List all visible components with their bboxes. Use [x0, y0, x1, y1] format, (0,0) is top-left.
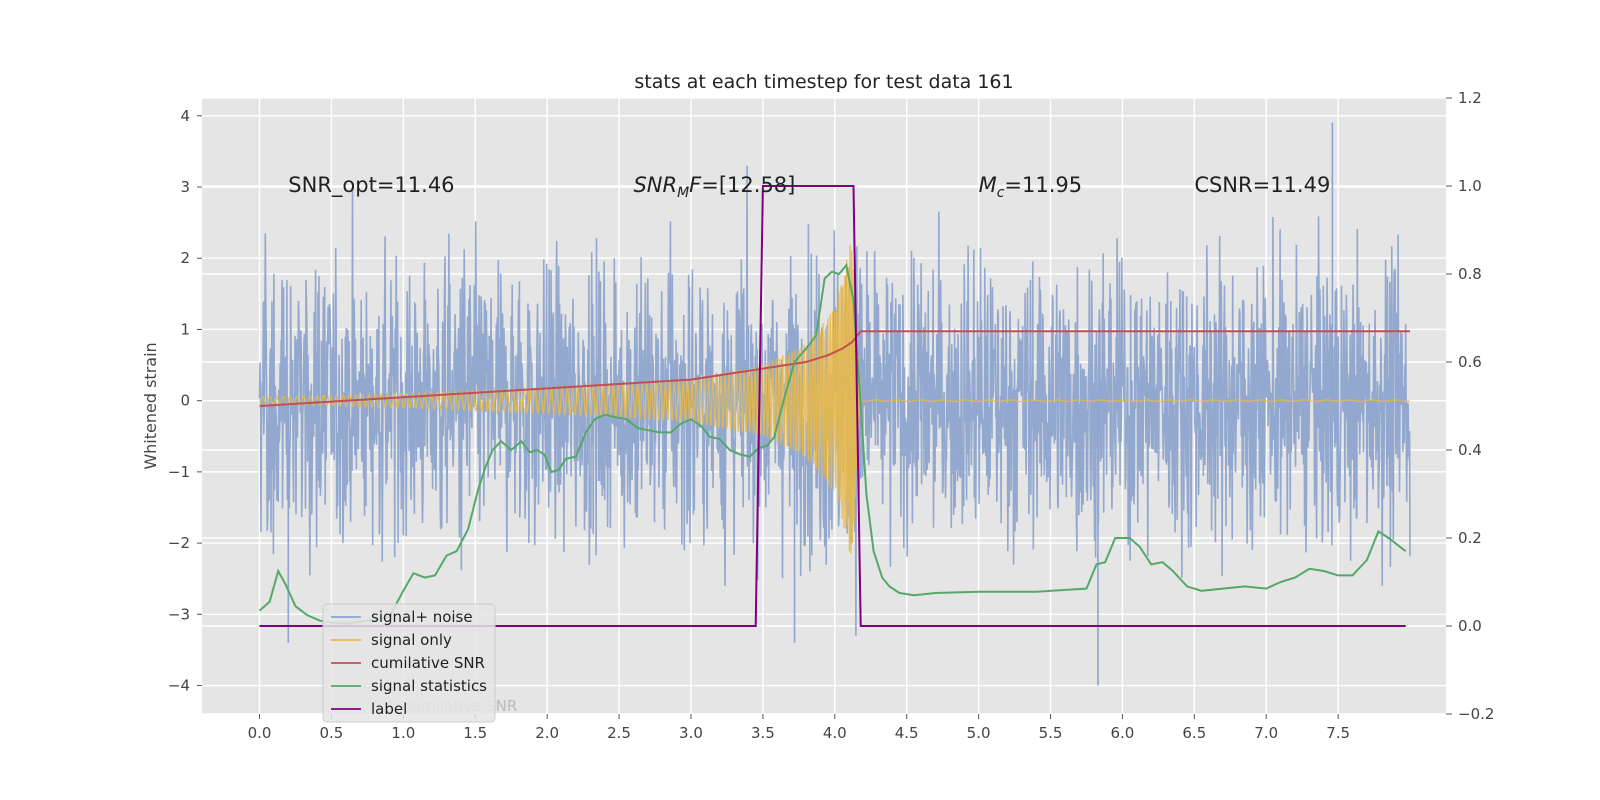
- annotation-3: CSNR=11.49: [1194, 173, 1330, 197]
- x-tick-label: 0.0: [248, 724, 272, 742]
- annotations: SNR_opt=11.46 SNRMF=[12.58] Mc=11.95 CSNR=1…: [288, 173, 1330, 201]
- x-tick-label: 4.0: [823, 724, 847, 742]
- annotation-2: Mc=11.95: [979, 173, 1083, 201]
- y-tick-label: −3: [168, 605, 190, 623]
- y2-tick-label: 1.2: [1458, 89, 1482, 107]
- y2-tick-label: 0.0: [1458, 617, 1482, 635]
- x-tick-label: 7.0: [1254, 724, 1278, 742]
- legend-entry: label: [371, 700, 407, 718]
- y-tick-label: −1: [168, 463, 190, 481]
- x-tick-label: 4.5: [895, 724, 919, 742]
- annotation-italic-f: F: [689, 173, 702, 197]
- x-tick-label: 3.0: [679, 724, 703, 742]
- y2-tick-label: 0.6: [1458, 353, 1482, 371]
- annotation-rest: =11.95: [1004, 173, 1082, 197]
- legend-box: [322, 603, 496, 723]
- series-layer: [258, 122, 1411, 686]
- y2-tick-label: 0.8: [1458, 265, 1482, 283]
- annotation-main: SNR: [633, 173, 677, 197]
- x-tick-label: 3.5: [751, 724, 775, 742]
- signal-statistics-line: [258, 262, 1407, 625]
- y2-tick-label: 0.2: [1458, 529, 1482, 547]
- label-line: [259, 185, 1406, 627]
- x-tick-label: 5.0: [967, 724, 991, 742]
- annotation-main: M: [979, 173, 997, 197]
- y-tick-label: 4: [180, 107, 190, 125]
- y-tick-label: −2: [168, 534, 190, 552]
- annotation-rest: =[12.58]: [701, 173, 795, 197]
- y-tick-label: −4: [168, 677, 190, 695]
- annotation-sub: c: [997, 185, 1005, 201]
- y-tick-label: 0: [180, 392, 190, 410]
- legend-entry: signal only: [371, 631, 452, 649]
- legend-entry: signal+ noise: [371, 608, 473, 626]
- y-tick-label: 1: [180, 320, 190, 338]
- annotation-sub: M: [677, 185, 689, 201]
- x-tick-label: 6.5: [1182, 724, 1206, 742]
- y-tick-label: 2: [180, 249, 190, 267]
- y2-tick-label: −0.2: [1458, 705, 1494, 723]
- legend-entry: cumilative SNR: [371, 654, 485, 672]
- x-tick-label: 0.5: [320, 724, 344, 742]
- x-tick-label: 2.5: [607, 724, 631, 742]
- y2-tick-label: 1.0: [1458, 177, 1482, 195]
- x-tick-label: 1.5: [463, 724, 487, 742]
- y-axis-label: Whitened strain: [141, 342, 160, 469]
- annotation-0: SNR_opt=11.46: [288, 173, 454, 198]
- x-tick-label: 5.5: [1039, 724, 1063, 742]
- x-tick-label: 7.5: [1326, 724, 1350, 742]
- legend-entry: signal statistics: [371, 677, 487, 695]
- ticks: 0.0 0.5 1.0 1.5 2.0 2.5 3.0 3.5 4.0 4.5 5.0 5.5 6.0 6…: [168, 89, 1495, 742]
- y-tick-label: 3: [180, 178, 190, 196]
- x-tick-label: 1.0: [391, 724, 415, 742]
- y2-tick-label: 0.4: [1458, 441, 1482, 459]
- x-tick-label: 2.0: [535, 724, 559, 742]
- annotation-1: SNRMF=[12.58]: [633, 173, 795, 201]
- signal-only-line: [259, 245, 1410, 554]
- x-tick-label: 6.0: [1110, 724, 1134, 742]
- chart-title: stats at each timestep for test data 161: [634, 71, 1013, 93]
